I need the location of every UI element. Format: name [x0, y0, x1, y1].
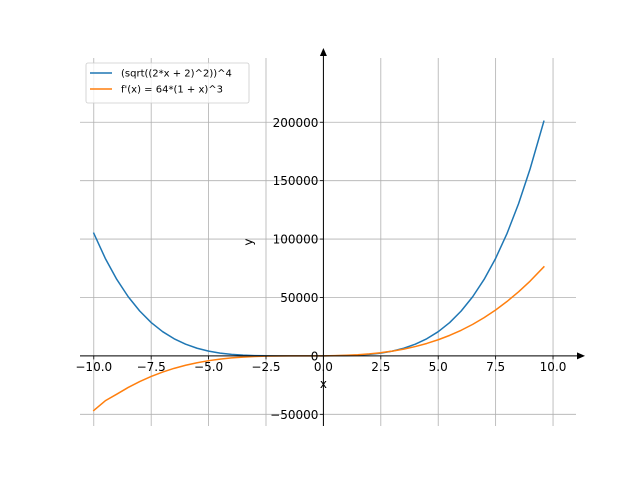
y-axis-arrow	[319, 48, 327, 56]
y-tick-label-0: −50000	[270, 408, 318, 422]
series-line-1	[92, 265, 545, 412]
x-tick-label-5: 2.5	[371, 360, 390, 374]
legend: (sqrt((2*x + 2)^2))^4 f'(x) = 64*(1 + x)^…	[85, 62, 250, 104]
x-tick-label-3: −2.5	[251, 360, 280, 374]
y-tick-label-1: 0	[311, 349, 319, 363]
x-tick-label-7: 7.5	[486, 360, 505, 374]
legend-box	[85, 62, 250, 104]
y-tick-label-2: 50000	[280, 291, 318, 305]
x-tick-label-1: −7.5	[137, 360, 166, 374]
axes	[80, 48, 585, 426]
x-tick-label-8: 10.0	[540, 360, 567, 374]
y-tick-label-3: 100000	[273, 233, 319, 247]
x-tick-label-0: −10.0	[75, 360, 112, 374]
x-axis-arrow	[577, 352, 585, 360]
legend-label-1: f'(x) = 64*(1 + x)^3	[121, 85, 223, 96]
x-axis-label: x	[320, 377, 327, 391]
y-axis-label: y	[241, 238, 255, 245]
x-tick-label-4: 0.0	[314, 360, 333, 374]
y-tick-label-5: 200000	[273, 116, 319, 130]
series-line-0	[92, 120, 545, 357]
y-tick-label-4: 150000	[273, 174, 319, 188]
x-tick-label-6: 5.0	[429, 360, 448, 374]
ticks: −10.0 −7.5 −5.0 −2.5 0.0 2.5 5.0 7.5 10.0 −50000 0…	[75, 116, 566, 422]
legend-label-0: (sqrt((2*x + 2)^2))^4	[121, 69, 232, 80]
x-tick-label-2: −5.0	[194, 360, 223, 374]
